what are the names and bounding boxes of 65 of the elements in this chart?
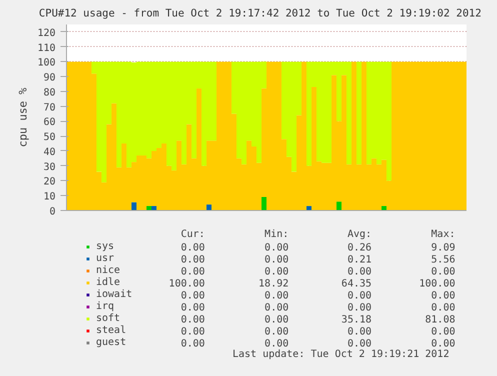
text: 0.00 [431, 302, 456, 314]
text: 0.00 [264, 314, 289, 326]
text: 0.00 [264, 266, 289, 278]
legend-label: guest [96, 336, 126, 348]
text: 0.00 [264, 302, 289, 314]
y-tick-label: 0 [49, 206, 56, 218]
text: 18.92 [258, 278, 289, 290]
text: 0.00 [180, 254, 205, 266]
y-tick-label: 20 [43, 176, 56, 188]
text: 100.00 [419, 278, 456, 290]
legend-label: sys [96, 240, 116, 252]
legend-label: idle [96, 276, 120, 288]
text: 0.00 [180, 314, 205, 326]
text: 64.35 [341, 278, 372, 290]
text: 0.00 [347, 266, 372, 278]
text: 0.00 [264, 254, 289, 266]
y-tick-label: 30 [43, 162, 56, 173]
text: 0.00 [347, 338, 372, 350]
y-tick-label: 60 [43, 117, 56, 128]
legend-label: steal [96, 324, 126, 336]
text: 0.00 [431, 326, 456, 338]
y-tick-label: 80 [43, 87, 56, 98]
text: Last update: Tue Oct 2 19:19:21 2012 [232, 349, 450, 360]
y-tick-label: 40 [43, 146, 56, 158]
text: 0.00 [180, 326, 205, 338]
y-tick-label: 110 [37, 42, 56, 54]
text: 35.18 [341, 314, 372, 326]
text: Cur: [180, 229, 205, 240]
text: 9.09 [431, 242, 456, 254]
text: Min: [264, 229, 289, 240]
text: 0.00 [264, 290, 289, 302]
text: 0.00 [347, 302, 372, 314]
chart-title: CPU#12 usage - from Tue Oct 2 19:17:42 2012 to Tue Oct 2 19:19:02 2012 [38, 8, 482, 20]
y-tick-label: 10 [43, 192, 56, 203]
text: 0.26 [347, 242, 372, 254]
text: 0.00 [180, 338, 205, 350]
text: 0.00 [431, 290, 456, 302]
legend-label: soft [96, 312, 120, 324]
y-tick-label: 90 [43, 72, 56, 84]
text: 0.00 [431, 338, 456, 350]
text: 100.00 [168, 278, 205, 290]
text: 0.00 [347, 326, 372, 338]
text: 0.00 [431, 266, 456, 278]
text: 0.00 [180, 290, 205, 302]
y-tick-label: 100 [37, 58, 56, 69]
text: 0.00 [347, 290, 372, 302]
y-tick-label: 120 [37, 28, 56, 39]
text: Avg: [347, 229, 372, 240]
text: 0.21 [347, 254, 372, 266]
legend-label: nice [96, 264, 120, 276]
text: Max: [431, 229, 456, 240]
y-tick-label: 50 [43, 132, 56, 144]
y-axis-title: cpu use % [16, 87, 30, 148]
legend-label: usr [96, 252, 116, 264]
y-tick-label: 70 [43, 102, 56, 114]
text: 81.08 [425, 314, 456, 326]
legend-label: iowait [96, 288, 132, 300]
text: 0.00 [180, 242, 205, 254]
text: 0.00 [180, 302, 205, 314]
text: 0.00 [180, 266, 205, 278]
legend-label: irq [96, 300, 116, 312]
text: 0.00 [264, 326, 289, 338]
text: 0.00 [264, 242, 289, 254]
text: 5.56 [431, 254, 456, 266]
text: 0.00 [264, 338, 289, 350]
